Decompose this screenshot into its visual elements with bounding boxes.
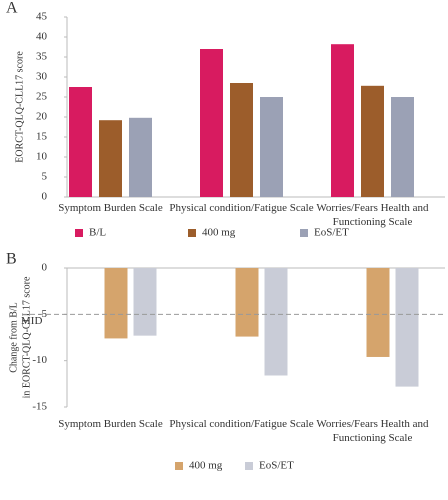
panel-label: A bbox=[6, 0, 18, 17]
bar bbox=[361, 85, 384, 197]
y-axis-label: Change from B/L bbox=[8, 302, 19, 373]
bar bbox=[230, 83, 253, 197]
legend-swatch bbox=[75, 229, 83, 237]
legend-label: EoS/ET bbox=[314, 227, 349, 239]
bar bbox=[200, 49, 223, 197]
y-tick-label: 0 bbox=[42, 262, 48, 274]
y-axis-label: EORCT-QLQ-CLL17 score bbox=[14, 51, 25, 163]
legend-swatch bbox=[300, 229, 308, 237]
bar bbox=[260, 97, 283, 197]
legend-label: EoS/ET bbox=[259, 460, 294, 472]
bar bbox=[395, 268, 419, 387]
x-tick-label: Physical condition/Fatigue Scale bbox=[169, 418, 314, 430]
legend-label: 400 mg bbox=[202, 227, 236, 239]
legend-swatch bbox=[175, 462, 183, 470]
y-tick-label: 40 bbox=[36, 31, 48, 43]
y-tick-label: 45 bbox=[36, 11, 48, 23]
y-tick-label: 25 bbox=[36, 91, 48, 103]
legend-swatch bbox=[245, 462, 253, 470]
x-tick-label: Worries/Fears Health and Functioning Sca… bbox=[316, 202, 429, 228]
bar bbox=[69, 87, 92, 197]
panel-label: B bbox=[6, 251, 17, 268]
bar bbox=[264, 268, 288, 376]
y-tick-label: 10 bbox=[36, 151, 48, 163]
y-tick-label: 15 bbox=[36, 131, 48, 143]
legend-swatch bbox=[188, 229, 196, 237]
y-tick-label: 35 bbox=[36, 51, 48, 63]
y-tick-label: -10 bbox=[32, 354, 47, 366]
reference-label: MID bbox=[21, 315, 42, 327]
bar bbox=[129, 117, 152, 197]
x-tick-label: Worries/Fears Health and Functioning Sca… bbox=[316, 418, 429, 444]
bar bbox=[331, 44, 354, 198]
legend-label: 400 mg bbox=[189, 460, 223, 472]
bar bbox=[133, 268, 157, 336]
bar bbox=[391, 97, 414, 197]
bar bbox=[366, 268, 390, 357]
x-tick-label: Physical condition/Fatigue Scale bbox=[169, 202, 314, 214]
x-tick-label: Symptom Burden Scale bbox=[58, 202, 163, 214]
y-tick-label: -15 bbox=[32, 401, 47, 413]
y-tick-label: 5 bbox=[42, 171, 48, 183]
x-tick-label: Symptom Burden Scale bbox=[58, 418, 163, 430]
y-tick-label: 0 bbox=[42, 191, 48, 203]
bar bbox=[99, 120, 122, 197]
legend-label: B/L bbox=[89, 227, 106, 239]
y-tick-label: 30 bbox=[36, 71, 48, 83]
bar bbox=[104, 268, 128, 339]
bar bbox=[235, 268, 259, 337]
y-axis-label: in EORCT-QLQ-CLL17 score bbox=[21, 276, 32, 398]
y-tick-label: 20 bbox=[36, 111, 48, 123]
